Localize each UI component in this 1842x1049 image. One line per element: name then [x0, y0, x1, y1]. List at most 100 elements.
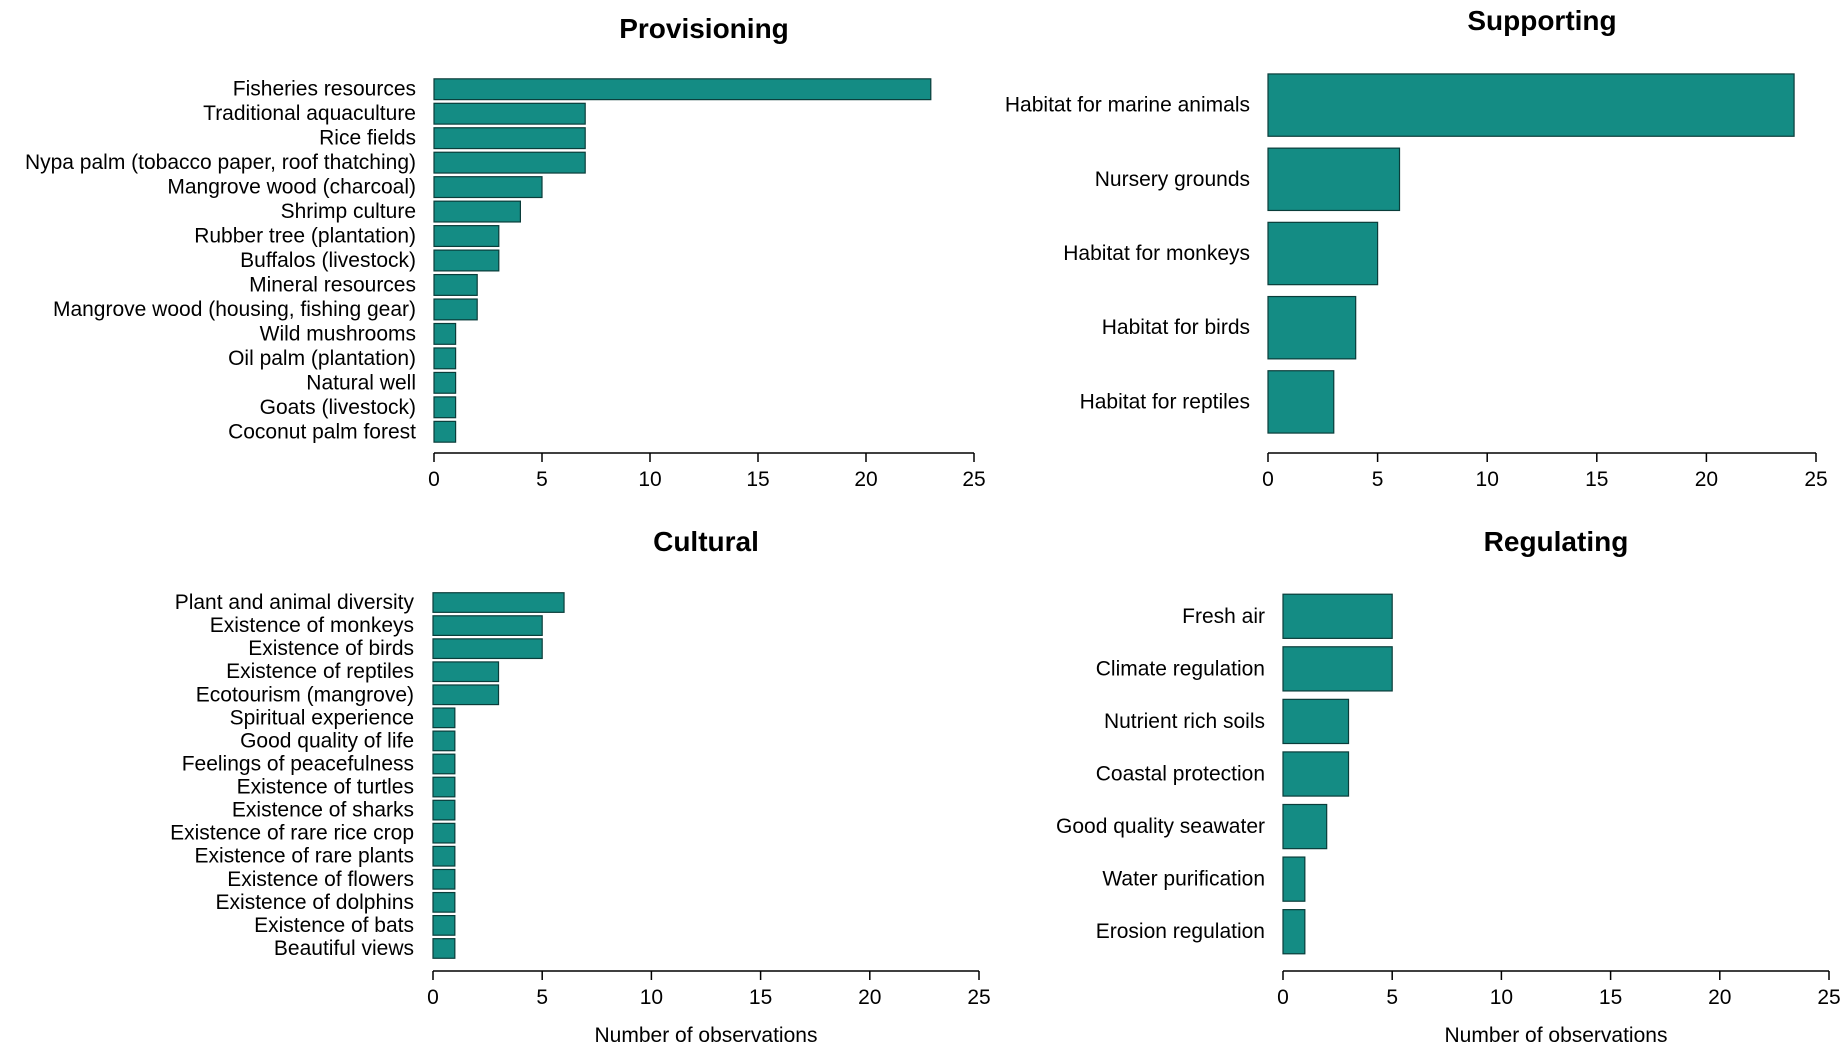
provisioning-category-label: Mangrove wood (housing, fishing gear): [53, 298, 416, 321]
regulating-category-label: Nutrient rich soils: [1104, 710, 1265, 733]
cultural-x-tick-label: 10: [640, 986, 663, 1009]
cultural-x-tick-label: 0: [427, 986, 439, 1009]
provisioning-title: Provisioning: [619, 13, 789, 44]
provisioning-x-tick-label: 5: [536, 468, 548, 491]
cultural-x-tick-label: 15: [749, 986, 772, 1009]
cultural-x-tick-label: 25: [967, 986, 990, 1009]
regulating-category-label: Fresh air: [1182, 605, 1265, 628]
regulating-category-label: Good quality seawater: [1056, 815, 1265, 838]
supporting-category-label: Habitat for reptiles: [1080, 390, 1250, 413]
cultural-category-label: Plant and animal diversity: [175, 591, 415, 614]
cultural-x-tick-label: 5: [536, 986, 548, 1009]
provisioning-category-label: Coconut palm forest: [228, 420, 416, 443]
cultural-category-label: Spiritual experience: [230, 706, 414, 729]
supporting-x-tick-label: 10: [1476, 468, 1499, 491]
cultural-bar: [432, 684, 500, 706]
cultural-category-label: Existence of sharks: [232, 799, 414, 822]
provisioning-bar: [433, 347, 457, 370]
provisioning-bar: [433, 420, 457, 443]
provisioning-x-tick-label: 25: [962, 468, 985, 491]
regulating-category-label: Coastal protection: [1096, 763, 1265, 786]
supporting-bar: [1267, 73, 1795, 137]
regulating-x-tick-label: 20: [1708, 986, 1731, 1009]
regulating-bar: [1282, 646, 1393, 692]
regulating-x-tick-label: 0: [1277, 986, 1289, 1009]
provisioning-bar: [433, 151, 586, 174]
cultural-category-label: Existence of turtles: [237, 776, 414, 799]
cultural-bar: [432, 661, 500, 683]
regulating-category-label: Climate regulation: [1096, 657, 1265, 680]
provisioning-category-label: Rice fields: [319, 127, 416, 150]
cultural-bar: [432, 730, 456, 752]
provisioning-category-label: Natural well: [306, 371, 416, 394]
regulating-category-label: Water purification: [1102, 868, 1265, 891]
cultural-title: Cultural: [653, 526, 759, 557]
provisioning-category-label: Mangrove wood (charcoal): [167, 176, 416, 199]
cultural-category-label: Beautiful views: [274, 937, 414, 960]
cultural-bar: [432, 915, 456, 936]
supporting-x-tick-label: 25: [1804, 468, 1827, 491]
provisioning-x-tick-label: 10: [638, 468, 661, 491]
provisioning-bar: [433, 127, 586, 150]
provisioning-bar: [433, 176, 543, 199]
regulating-bar: [1282, 698, 1350, 745]
regulating-bar: [1282, 803, 1328, 850]
cultural-bar: [432, 822, 456, 844]
cultural-bar: [432, 938, 456, 959]
provisioning-bar: [433, 396, 457, 419]
provisioning-bar: [433, 102, 586, 125]
cultural-bar: [432, 776, 456, 798]
provisioning-bar: [433, 78, 932, 101]
regulating-bar: [1282, 751, 1350, 797]
provisioning-category-label: Nypa palm (tobacco paper, roof thatching…: [25, 151, 416, 174]
supporting-category-label: Nursery grounds: [1095, 168, 1250, 191]
supporting-category-label: Habitat for monkeys: [1063, 242, 1250, 265]
provisioning-x-tick-label: 0: [428, 468, 440, 491]
cultural-category-label: Existence of monkeys: [210, 614, 414, 637]
provisioning-category-label: Mineral resources: [249, 273, 416, 296]
cultural-category-label: Existence of reptiles: [226, 660, 414, 683]
regulating-x-tick-label: 15: [1599, 986, 1622, 1009]
cultural-bar: [432, 891, 456, 913]
cultural-category-label: Existence of rare rice crop: [170, 822, 414, 845]
supporting-bar: [1267, 221, 1379, 286]
regulating-x-tick-label: 5: [1386, 986, 1398, 1009]
provisioning-category-label: Shrimp culture: [281, 200, 416, 223]
cultural-bar: [432, 845, 456, 867]
provisioning-x-tick-label: 15: [746, 468, 769, 491]
supporting-bar: [1267, 295, 1357, 360]
provisioning-bar: [433, 200, 522, 223]
provisioning-bar: [433, 249, 500, 272]
supporting-bar: [1267, 147, 1401, 212]
regulating-x-tick-label: 10: [1490, 986, 1513, 1009]
cultural-category-label: Existence of rare plants: [195, 845, 414, 868]
provisioning-category-label: Traditional aquaculture: [203, 102, 416, 125]
provisioning-bar: [433, 273, 478, 296]
supporting-bar: [1267, 370, 1335, 434]
cultural-category-label: Ecotourism (mangrove): [196, 683, 414, 706]
supporting-title: Supporting: [1467, 5, 1616, 36]
cultural-bar: [432, 707, 456, 729]
provisioning-bar: [433, 298, 478, 321]
supporting-x-tick-label: 20: [1695, 468, 1718, 491]
cultural-bar: [432, 615, 543, 636]
cultural-bar: [432, 753, 456, 775]
provisioning-bar: [433, 322, 457, 345]
cultural-bar: [432, 638, 543, 660]
cultural-x-tick-label: 20: [858, 986, 881, 1009]
cultural-category-label: Existence of dolphins: [216, 891, 414, 914]
supporting-x-tick-label: 15: [1585, 468, 1608, 491]
cultural-category-label: Good quality of life: [240, 729, 414, 752]
cultural-bar: [432, 799, 456, 821]
provisioning-category-label: Goats (livestock): [260, 396, 416, 419]
cultural-category-label: Existence of flowers: [227, 868, 414, 891]
cultural-x-axis-title: Number of observations: [595, 1024, 818, 1044]
provisioning-category-label: Fisheries resources: [233, 78, 416, 101]
provisioning-bar: [433, 371, 457, 394]
cultural-bar: [432, 592, 565, 613]
supporting-category-label: Habitat for marine animals: [1005, 94, 1250, 117]
regulating-x-axis-title: Number of observations: [1445, 1024, 1668, 1044]
cultural-bar: [432, 868, 456, 890]
regulating-title: Regulating: [1484, 526, 1629, 557]
